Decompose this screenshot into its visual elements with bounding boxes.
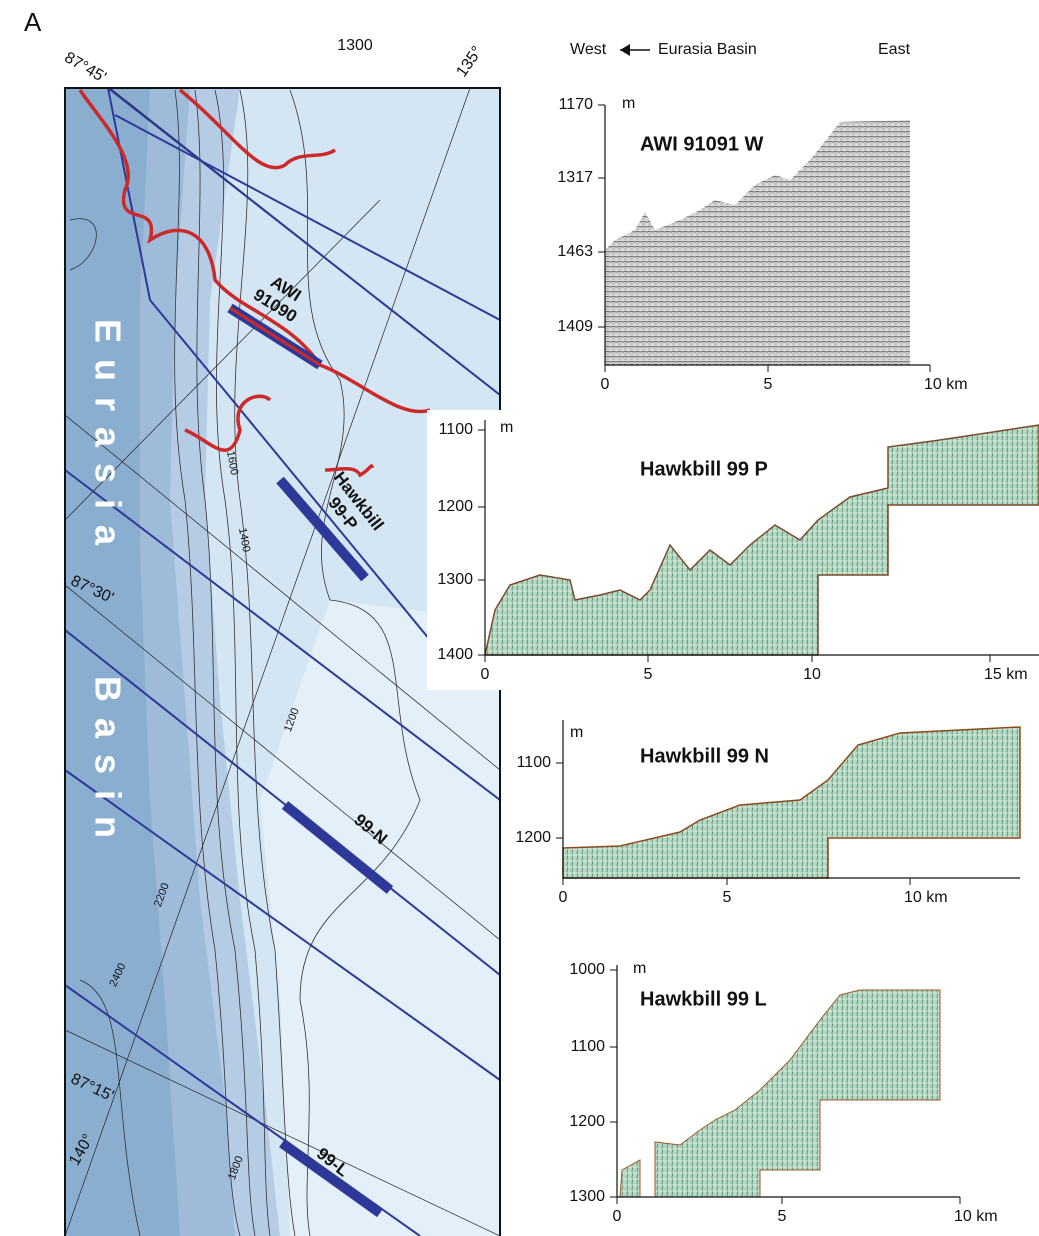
y-tick-label: 1100 <box>571 1038 606 1055</box>
direction-label: East <box>878 41 911 58</box>
y-tick-label: 1000 <box>569 961 605 978</box>
x-tick-label: 5 <box>644 666 653 683</box>
profile-title: Hawkbill 99 N <box>640 745 769 767</box>
x-tick-label: 5 <box>723 889 732 906</box>
direction-label: West <box>570 41 607 58</box>
coord-label: 87°45' <box>61 49 109 86</box>
seismic-section <box>563 727 1020 878</box>
x-tick-label: 0 <box>559 889 568 906</box>
profile-title: Hawkbill 99 L <box>640 988 767 1010</box>
axis-unit: m <box>570 724 583 741</box>
arrow <box>620 44 650 56</box>
seismic-section <box>620 1160 640 1197</box>
basin-label: Eurasia Basin <box>658 41 757 58</box>
axis-unit: m <box>622 95 635 112</box>
figure: A 1300 87°45' 135° West Eurasia Basin Ea… <box>0 0 1039 1236</box>
y-tick-label: 1200 <box>515 829 551 846</box>
x-tick-label: 15 km <box>984 666 1028 683</box>
x-tick-label: 5 <box>764 376 773 393</box>
coord-label: 135° <box>453 43 486 80</box>
x-tick-label: 10 <box>803 666 821 683</box>
y-tick-label: 1400 <box>437 646 473 663</box>
seismic-section <box>655 990 940 1197</box>
y-tick-label: 1409 <box>557 318 593 335</box>
panel-label: A <box>24 7 42 37</box>
profile-title: Hawkbill 99 P <box>640 458 768 480</box>
x-tick-label: 10 km <box>904 889 948 906</box>
map-top-label: 1300 <box>337 37 373 54</box>
region-label: Eurasia <box>87 319 128 561</box>
x-tick-label: 0 <box>601 376 610 393</box>
x-tick-label: 10 km <box>924 376 968 393</box>
x-tick-label: 10 km <box>954 1208 998 1225</box>
y-tick-label: 1170 <box>559 96 594 113</box>
y-tick-label: 1300 <box>569 1188 605 1205</box>
region-label: Basin <box>87 676 128 854</box>
axis-unit: m <box>633 960 646 977</box>
x-tick-label: 0 <box>481 666 490 683</box>
y-tick-label: 1300 <box>437 571 473 588</box>
y-tick-label: 1200 <box>569 1113 605 1130</box>
x-tick-label: 5 <box>778 1208 787 1225</box>
y-tick-label: 1100 <box>439 421 474 438</box>
y-tick-label: 1100 <box>517 754 552 771</box>
y-tick-label: 1317 <box>557 169 593 186</box>
y-tick-label: 1463 <box>557 243 593 260</box>
x-tick-label: 0 <box>613 1208 622 1225</box>
y-tick-label: 1200 <box>437 498 473 515</box>
seismic-section <box>605 120 910 365</box>
profile-title: AWI 91091 W <box>640 133 764 155</box>
axis-unit: m <box>500 419 513 436</box>
